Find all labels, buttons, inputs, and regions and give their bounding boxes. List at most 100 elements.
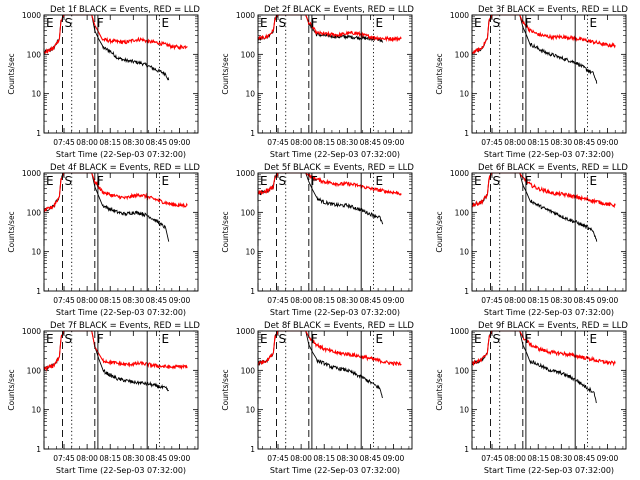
y-tick-label: 10 bbox=[31, 248, 41, 257]
x-tick-label: 07:45 bbox=[267, 138, 289, 147]
y-axis-label: Counts/sec bbox=[435, 369, 444, 410]
marker-label: E bbox=[376, 16, 384, 30]
y-tick-label: 100 bbox=[241, 366, 256, 375]
chart-title: Det 4f BLACK = Events, RED = LLD bbox=[50, 163, 200, 173]
marker-label: F bbox=[311, 332, 318, 346]
chart-title: Det 7f BLACK = Events, RED = LLD bbox=[50, 321, 200, 331]
marker-label: E bbox=[590, 174, 598, 188]
marker-label: E bbox=[376, 332, 384, 346]
x-tick-label: 07:45 bbox=[267, 454, 289, 463]
x-tick-label: 08:45 bbox=[360, 138, 382, 147]
marker-label: S bbox=[64, 16, 72, 30]
x-tick-label: 09:00 bbox=[383, 454, 405, 463]
marker-label: E bbox=[260, 16, 268, 30]
plot-frame bbox=[471, 172, 627, 292]
x-axis-label: Start Time (22-Sep-03 07:32:00) bbox=[56, 466, 186, 475]
marker-label: S bbox=[278, 174, 286, 188]
y-tick-label: 1000 bbox=[22, 11, 41, 20]
y-tick-label: 1 bbox=[464, 445, 469, 454]
y-tick-label: 100 bbox=[27, 366, 42, 375]
chart-title: Det 1f BLACK = Events, RED = LLD bbox=[50, 5, 200, 15]
marker-label: S bbox=[64, 332, 72, 346]
y-tick-label: 1 bbox=[36, 445, 41, 454]
marker-label: E bbox=[260, 332, 268, 346]
x-tick-label: 09:00 bbox=[383, 296, 405, 305]
marker-label: F bbox=[311, 174, 318, 188]
y-tick-label: 1000 bbox=[450, 11, 469, 20]
y-tick-label: 1000 bbox=[22, 327, 41, 336]
marker-label: E bbox=[162, 332, 170, 346]
y-tick-label: 100 bbox=[241, 50, 256, 59]
y-tick-label: 10 bbox=[31, 90, 41, 99]
x-tick-label: 07:45 bbox=[267, 296, 289, 305]
y-tick-label: 1000 bbox=[450, 327, 469, 336]
x-tick-label: 08:00 bbox=[290, 138, 312, 147]
y-tick-label: 10 bbox=[459, 406, 469, 415]
marker-label: S bbox=[492, 16, 500, 30]
marker-label: S bbox=[278, 332, 286, 346]
x-tick-label: 09:00 bbox=[169, 138, 191, 147]
x-tick-label: 08:45 bbox=[574, 138, 596, 147]
x-tick-label: 08:30 bbox=[123, 138, 145, 147]
x-axis-label: Start Time (22-Sep-03 07:32:00) bbox=[484, 150, 614, 159]
x-tick-label: 08:30 bbox=[337, 296, 359, 305]
plot-frame bbox=[257, 330, 413, 450]
x-tick-label: 09:00 bbox=[169, 296, 191, 305]
x-axis-label: Start Time (22-Sep-03 07:32:00) bbox=[270, 308, 400, 317]
plot-frame bbox=[257, 14, 413, 134]
x-tick-label: 08:15 bbox=[99, 296, 121, 305]
y-tick-label: 1000 bbox=[236, 11, 255, 20]
x-tick-label: 08:15 bbox=[313, 138, 335, 147]
x-axis-label: Start Time (22-Sep-03 07:32:00) bbox=[484, 308, 614, 317]
x-tick-label: 08:30 bbox=[123, 296, 145, 305]
plot-frame bbox=[43, 172, 199, 292]
y-axis-label: Counts/sec bbox=[7, 53, 16, 94]
marker-label: S bbox=[278, 16, 286, 30]
y-tick-label: 10 bbox=[31, 406, 41, 415]
y-tick-label: 1 bbox=[464, 287, 469, 296]
y-tick-label: 1000 bbox=[22, 169, 41, 178]
x-axis-label: Start Time (22-Sep-03 07:32:00) bbox=[56, 150, 186, 159]
x-tick-label: 08:00 bbox=[504, 138, 526, 147]
x-tick-label: 08:30 bbox=[551, 138, 573, 147]
x-tick-label: 09:00 bbox=[169, 454, 191, 463]
marker-label: E bbox=[474, 16, 482, 30]
x-tick-label: 08:30 bbox=[551, 454, 573, 463]
x-tick-label: 08:30 bbox=[337, 454, 359, 463]
detector-panel-2: Det 2f BLACK = Events, RED = LLD Start Ti… bbox=[221, 5, 414, 159]
events-series-line bbox=[43, 330, 170, 392]
x-tick-label: 08:00 bbox=[504, 296, 526, 305]
marker-label: E bbox=[376, 174, 384, 188]
x-axis-label: Start Time (22-Sep-03 07:32:00) bbox=[56, 308, 186, 317]
y-tick-label: 10 bbox=[245, 406, 255, 415]
y-tick-label: 1000 bbox=[236, 327, 255, 336]
chart-title: Det 2f BLACK = Events, RED = LLD bbox=[264, 5, 414, 15]
y-tick-label: 1 bbox=[250, 287, 255, 296]
y-tick-label: 1000 bbox=[450, 169, 469, 178]
y-tick-label: 1 bbox=[250, 445, 255, 454]
detector-panel-6: Det 6f BLACK = Events, RED = LLD Start Ti… bbox=[435, 163, 628, 317]
y-tick-label: 100 bbox=[455, 50, 470, 59]
x-tick-label: 08:15 bbox=[527, 454, 549, 463]
x-tick-label: 08:15 bbox=[313, 296, 335, 305]
x-tick-label: 08:45 bbox=[574, 296, 596, 305]
x-tick-label: 08:30 bbox=[551, 296, 573, 305]
y-tick-label: 1 bbox=[36, 129, 41, 138]
x-tick-label: 08:15 bbox=[527, 296, 549, 305]
marker-label: S bbox=[64, 174, 72, 188]
marker-label: E bbox=[474, 174, 482, 188]
detector-panel-9: Det 9f BLACK = Events, RED = LLD Start Ti… bbox=[435, 321, 628, 475]
chart-title: Det 9f BLACK = Events, RED = LLD bbox=[478, 321, 628, 331]
marker-label: F bbox=[525, 174, 532, 188]
marker-label: F bbox=[97, 332, 104, 346]
y-tick-label: 1 bbox=[250, 129, 255, 138]
marker-label: E bbox=[162, 174, 170, 188]
marker-label: F bbox=[97, 174, 104, 188]
marker-label: E bbox=[590, 332, 598, 346]
marker-label: S bbox=[492, 332, 500, 346]
detector-panel-3: Det 3f BLACK = Events, RED = LLD Start Ti… bbox=[435, 5, 628, 159]
y-tick-label: 10 bbox=[245, 248, 255, 257]
x-tick-label: 08:00 bbox=[76, 138, 98, 147]
plot-frame bbox=[43, 14, 199, 134]
